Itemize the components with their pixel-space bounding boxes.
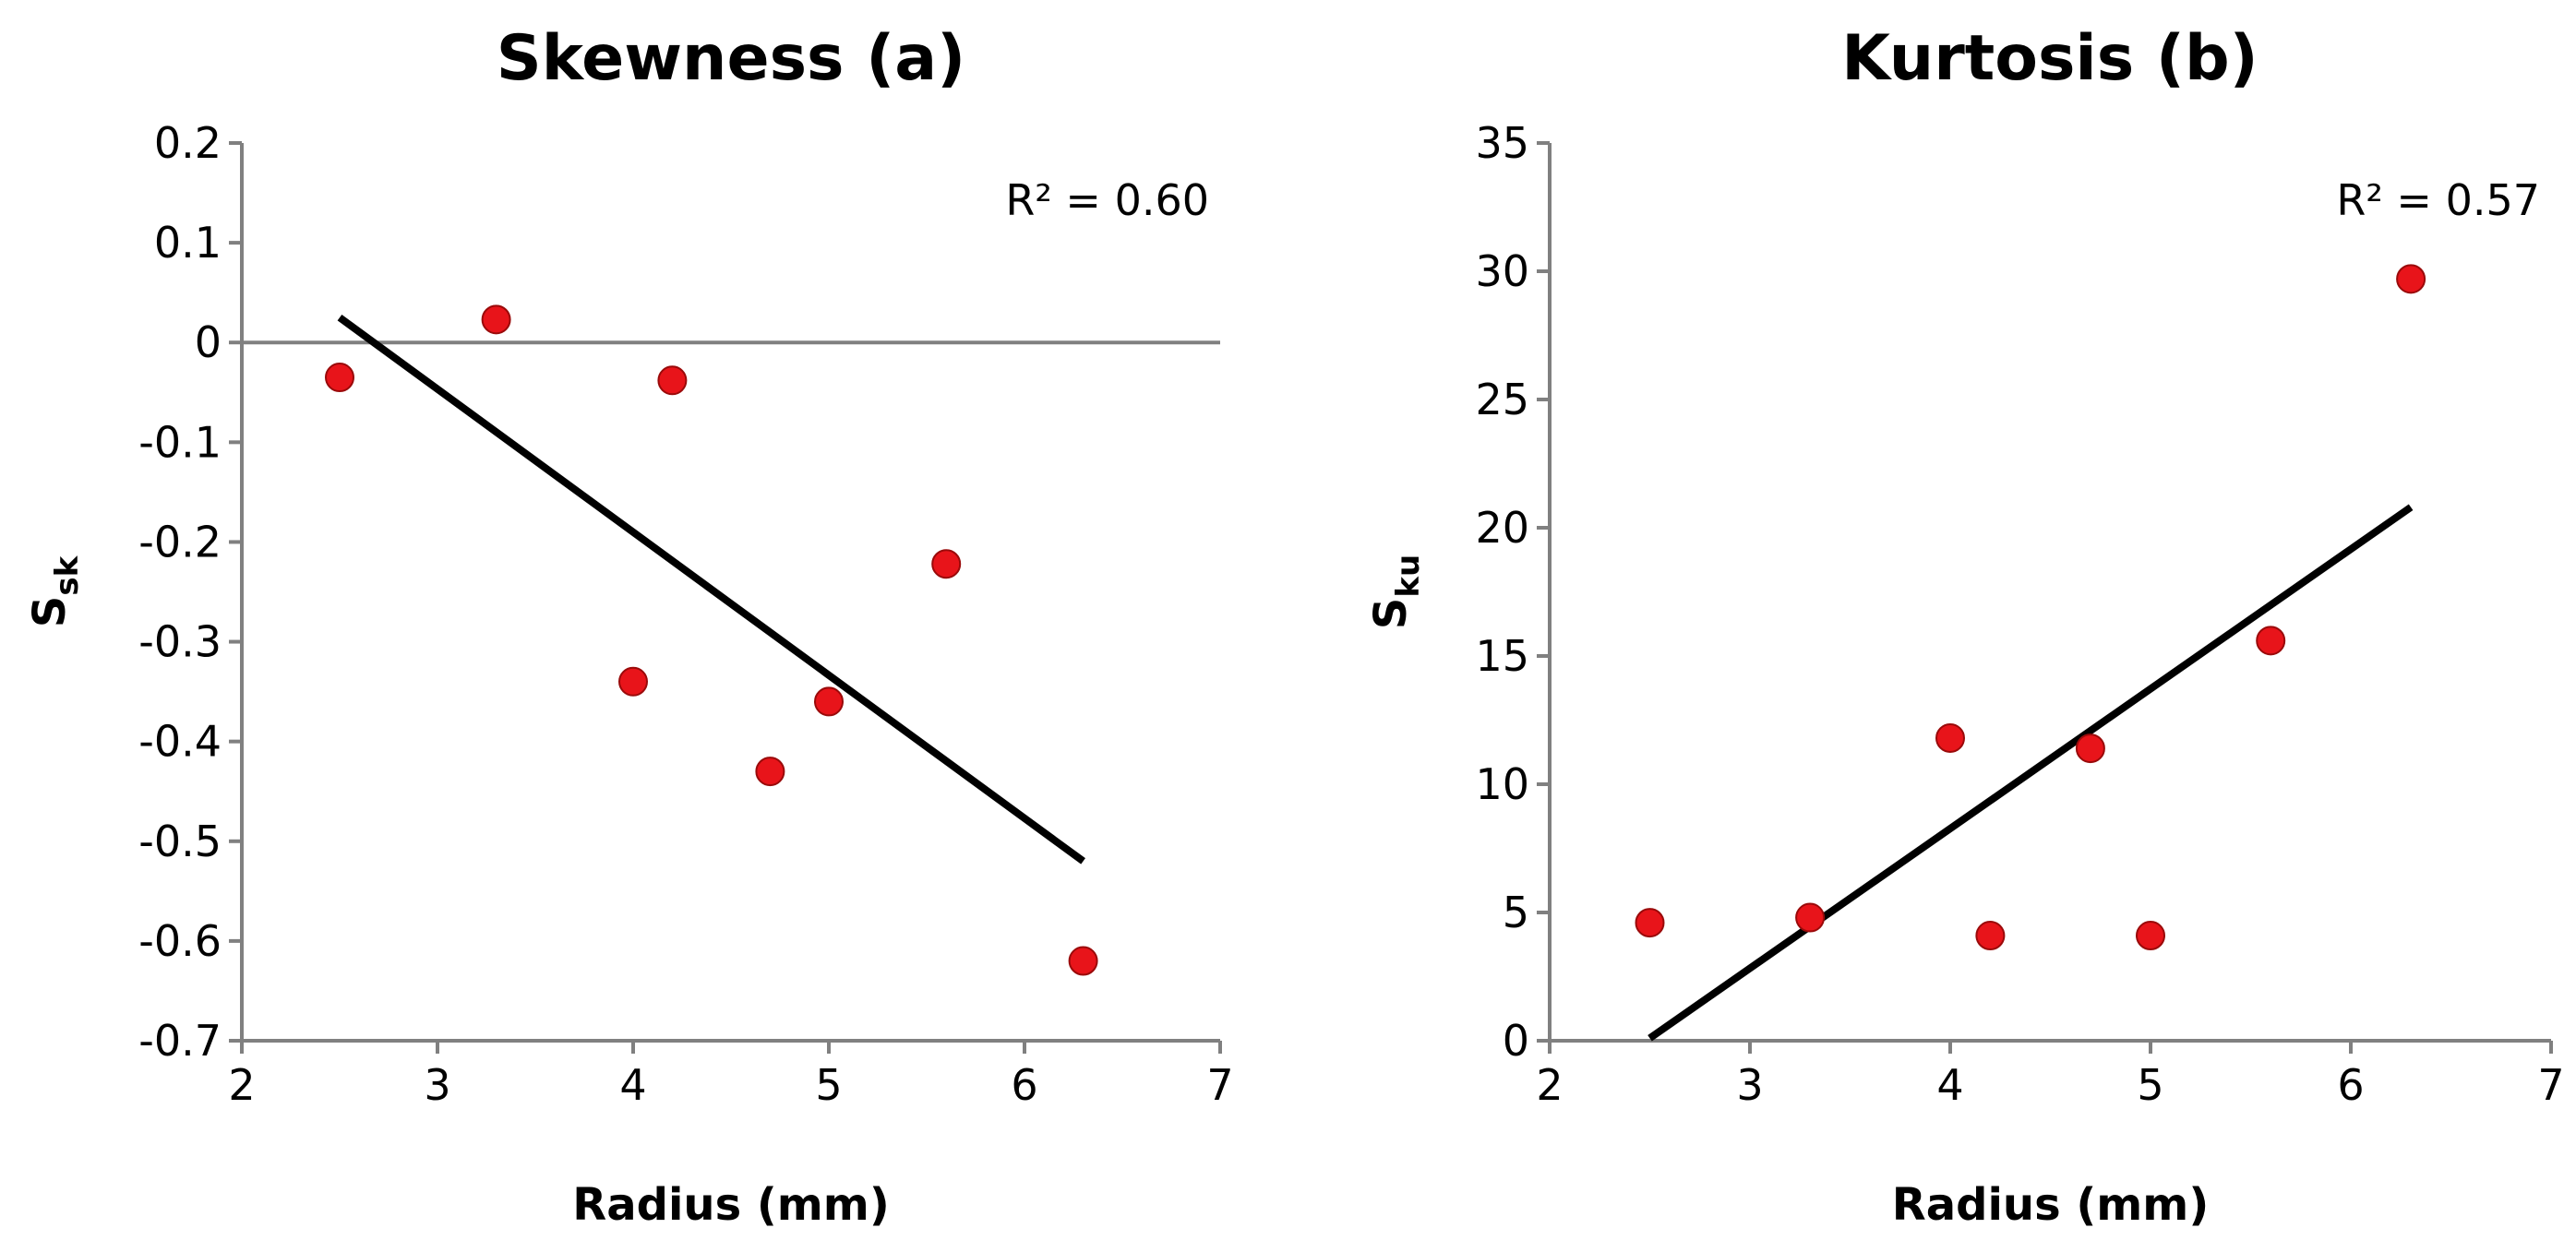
kurtosis-data-point [1935,722,1965,753]
skewness-y-tick-label: -0.5 [138,817,222,866]
skewness-data-point [814,686,844,717]
kurtosis-data-point [2136,921,2165,951]
kurtosis-x-tick-label: 4 [1936,1060,1963,1110]
skewness-y-tick-label: 0.1 [154,218,222,268]
skewness-y-tick-label: 0.2 [154,118,222,168]
skewness-y-tick-label: -0.6 [138,916,222,966]
skewness-x-tick-label: 3 [424,1060,450,1110]
kurtosis-chart-title: Kurtosis (b) [1841,22,2258,95]
kurtosis-y-tick-label: 15 [1475,631,1529,681]
kurtosis-x-tick-label: 2 [1536,1060,1563,1110]
kurtosis-y-axis-label: Sku [1365,554,1427,629]
kurtosis-panel: Kurtosis (b) 35 30 25 20 15 10 5 02 3 4 5 6 7 Radius (… [1365,22,2565,1231]
kurtosis-data-point [2256,626,2286,656]
kurtosis-x-tick-label: 6 [2337,1060,2364,1110]
kurtosis-y-tick-label: 5 [1503,888,1529,937]
kurtosis-x-tick-label: 3 [1736,1060,1763,1110]
skewness-data-point [931,549,962,579]
kurtosis-y-tick-label: 20 [1475,503,1529,553]
kurtosis-x-tick-label: 7 [2537,1060,2564,1110]
skewness-chart-title: Skewness (a) [497,22,966,95]
kurtosis-x-tick-label: 5 [2137,1060,2163,1110]
kurtosis-y-tick-label: 35 [1475,118,1529,168]
kurtosis-y-tick-label: 0 [1503,1016,1529,1066]
skewness-y-tick-label: -0.7 [138,1016,222,1066]
kurtosis-trendline [1647,504,2414,1042]
skewness-x-tick-label: 6 [1011,1060,1037,1110]
skewness-x-tick-label: 7 [1206,1060,1233,1110]
skewness-y-axis-label-sub: sk [49,554,86,595]
kurtosis-x-axis-label: Radius (mm) [1892,1179,2210,1231]
kurtosis-y-tick-label: 25 [1475,375,1529,424]
skewness-y-axis-label: Ssk [24,554,86,627]
skewness-data-point [481,304,511,335]
kurtosis-data-point [1795,902,1826,933]
kurtosis-y-axis-label-main: S [1365,598,1417,630]
skewness-y-tick-label: -0.1 [138,417,222,467]
skewness-x-tick-label: 2 [228,1060,255,1110]
skewness-y-axis-label-main: S [24,596,76,628]
skewness-data-point [618,666,648,697]
skewness-y-tick-label: -0.2 [138,517,222,566]
skewness-data-point [657,365,688,396]
skewness-x-axis-label: Radius (mm) [572,1179,890,1231]
skewness-y-tick-label: -0.4 [138,717,222,767]
kurtosis-data-point [2075,733,2105,764]
skewness-trendline [337,314,1085,864]
skewness-data-point [325,363,354,393]
skewness-y-tick-label: 0 [195,317,222,367]
kurtosis-r-squared-annotation: R² = 0.57 [2336,175,2540,225]
kurtosis-data-point [1975,921,2006,951]
kurtosis-y-axis-label-sub: ku [1390,554,1427,598]
skewness-data-point [1068,946,1098,976]
skewness-x-tick-label: 5 [815,1060,842,1110]
skewness-data-point [755,757,785,787]
skewness-panel: Skewness (a) 0.2 0.1 0 -0.1 -0.2 -0.3 -0.4 -0.5 -… [24,22,1234,1231]
skewness-x-tick-label: 4 [619,1060,646,1110]
kurtosis-data-point [1635,908,1665,938]
kurtosis-data-point [2396,264,2426,294]
skewness-r-squared-annotation: R² = 0.60 [1005,175,1209,225]
kurtosis-y-tick-label: 10 [1475,759,1529,809]
kurtosis-y-tick-label: 30 [1475,246,1529,296]
skewness-y-tick-label: -0.3 [138,617,222,667]
